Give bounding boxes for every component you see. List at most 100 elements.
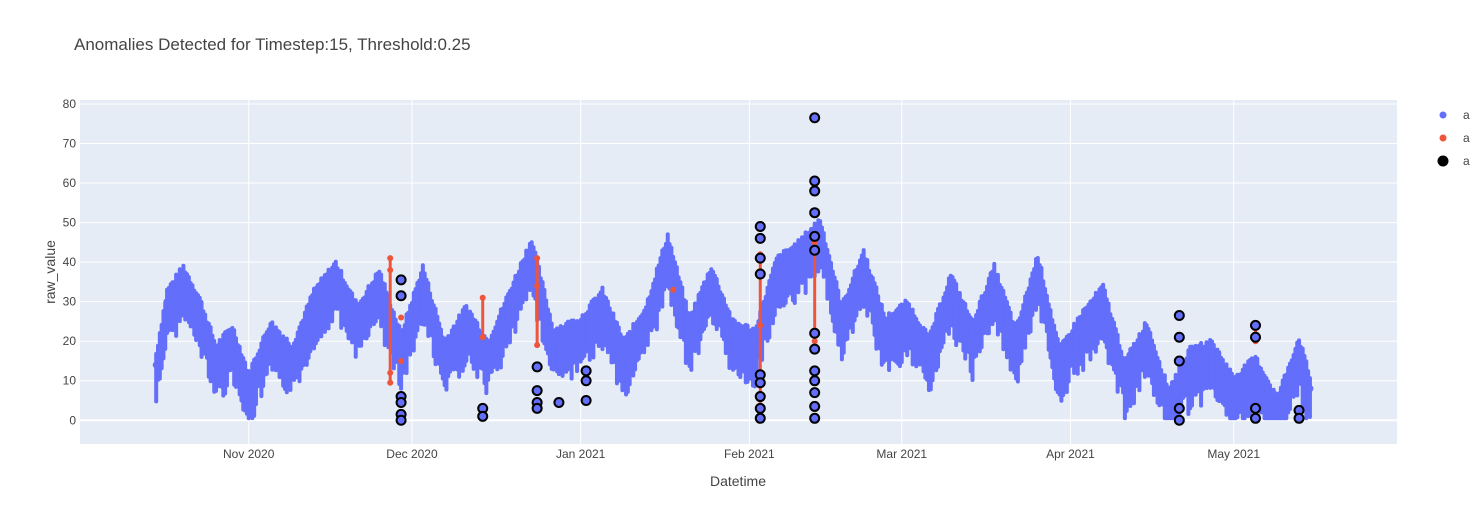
anomaly-marker bbox=[809, 244, 821, 256]
series-a-point bbox=[1230, 385, 1238, 393]
anomaly-marker bbox=[580, 365, 592, 377]
anomaly-marker bbox=[395, 396, 407, 408]
series-a-point bbox=[528, 246, 536, 254]
anomaly-marker bbox=[754, 232, 766, 244]
legend-label[interactable]: a bbox=[1463, 108, 1470, 122]
anomaly-marker bbox=[1173, 309, 1185, 321]
y-tick-label: 10 bbox=[63, 374, 77, 388]
y-tick-label: 30 bbox=[63, 295, 77, 309]
x-tick-label: Mar 2021 bbox=[876, 447, 927, 461]
chart-title: Anomalies Detected for Timestep:15, Thre… bbox=[74, 35, 471, 54]
series-a-point bbox=[816, 226, 824, 234]
series-a-point bbox=[332, 270, 340, 278]
series-a-point bbox=[1186, 357, 1194, 365]
series-a-point bbox=[1164, 397, 1172, 405]
series-a-point bbox=[990, 274, 998, 282]
anomaly-marker bbox=[395, 290, 407, 302]
anomaly-marker bbox=[395, 274, 407, 286]
series-a-point bbox=[1056, 357, 1064, 365]
y-tick-label: 40 bbox=[63, 255, 77, 269]
anomaly-marker bbox=[809, 387, 821, 399]
axis-ticks: 0 10 20 30 40 50 60 70 80 Nov 2020 Dec 2020 Jan 202… bbox=[63, 97, 1261, 461]
series-a-point bbox=[947, 282, 955, 290]
anomaly-marker bbox=[553, 396, 565, 408]
legend[interactable]: aaa bbox=[1437, 108, 1470, 168]
x-tick-label: Feb 2021 bbox=[724, 447, 775, 461]
series-a-point bbox=[620, 349, 628, 357]
legend-marker[interactable] bbox=[1439, 134, 1447, 142]
series-a-point bbox=[266, 329, 274, 337]
series-a-point bbox=[245, 381, 253, 389]
series-a-point bbox=[1295, 345, 1303, 353]
series-a-point bbox=[686, 325, 694, 333]
anomaly-marker bbox=[754, 221, 766, 233]
series-a-point bbox=[1143, 329, 1151, 337]
series-a-point bbox=[228, 333, 236, 341]
series-a-point bbox=[881, 325, 889, 333]
anomaly-marker bbox=[1173, 414, 1185, 426]
x-tick-label: Jan 2021 bbox=[556, 447, 606, 461]
series-a-point bbox=[462, 313, 470, 321]
anomaly-marker bbox=[754, 377, 766, 389]
anomaly-marker bbox=[1250, 412, 1262, 424]
series-a-red-point bbox=[398, 314, 405, 321]
series-a-point bbox=[354, 313, 362, 321]
anomaly-marker bbox=[1250, 331, 1262, 343]
series-a-point bbox=[969, 329, 977, 337]
anomaly-marker bbox=[809, 343, 821, 355]
legend-marker[interactable] bbox=[1439, 111, 1447, 119]
anomaly-marker bbox=[809, 400, 821, 412]
series-a-point bbox=[1077, 321, 1085, 329]
anomaly-marker bbox=[809, 230, 821, 242]
series-a-point bbox=[925, 345, 933, 353]
anomaly-marker bbox=[580, 375, 592, 387]
series-a-point bbox=[1121, 369, 1129, 377]
series-a-point bbox=[577, 325, 585, 333]
series-a-point bbox=[1306, 385, 1314, 393]
data-points[interactable] bbox=[152, 112, 1314, 426]
anomaly-marker bbox=[809, 207, 821, 219]
anomaly-marker bbox=[754, 391, 766, 403]
y-tick-label: 80 bbox=[63, 97, 77, 111]
series-a-point bbox=[598, 298, 606, 306]
series-a-point bbox=[419, 274, 427, 282]
y-axis-title: raw_value bbox=[42, 240, 58, 304]
anomaly-marker bbox=[1173, 331, 1185, 343]
series-a-point bbox=[707, 274, 715, 282]
x-tick-label: Dec 2020 bbox=[386, 447, 438, 461]
series-a-point bbox=[288, 353, 296, 361]
legend-label[interactable]: a bbox=[1463, 154, 1470, 168]
series-a-point bbox=[860, 258, 868, 266]
anomaly-marker bbox=[754, 412, 766, 424]
series-a-point bbox=[441, 349, 449, 357]
series-a-point bbox=[506, 298, 514, 306]
anomaly-marker bbox=[754, 268, 766, 280]
anomaly-marker bbox=[809, 185, 821, 197]
anomaly-marker bbox=[1173, 402, 1185, 414]
anomaly-marker bbox=[477, 410, 489, 422]
legend-label[interactable]: a bbox=[1463, 131, 1470, 145]
series-a-point bbox=[484, 349, 492, 357]
series-a-point bbox=[375, 278, 383, 286]
y-tick-label: 0 bbox=[69, 413, 76, 427]
series-a-point bbox=[642, 313, 650, 321]
series-a-point bbox=[212, 353, 220, 361]
series-a-point bbox=[196, 306, 204, 314]
series-a-point bbox=[903, 310, 911, 318]
legend-marker[interactable] bbox=[1437, 155, 1449, 167]
x-tick-label: Nov 2020 bbox=[223, 447, 275, 461]
series-a-point bbox=[310, 298, 318, 306]
series-a-point bbox=[1012, 337, 1020, 345]
anomaly-marker bbox=[1293, 412, 1305, 424]
anomaly-marker bbox=[580, 395, 592, 407]
anomaly-marker bbox=[1173, 355, 1185, 367]
series-a-point bbox=[729, 329, 737, 337]
anomaly-marker bbox=[809, 327, 821, 339]
series-a-point bbox=[1273, 404, 1281, 412]
anomaly-marker bbox=[809, 175, 821, 187]
series-a-red-point bbox=[398, 357, 405, 364]
series-a-point bbox=[794, 250, 802, 258]
series-a-point bbox=[838, 313, 846, 321]
series-a-point bbox=[397, 341, 405, 349]
anomaly-marker bbox=[531, 385, 543, 397]
